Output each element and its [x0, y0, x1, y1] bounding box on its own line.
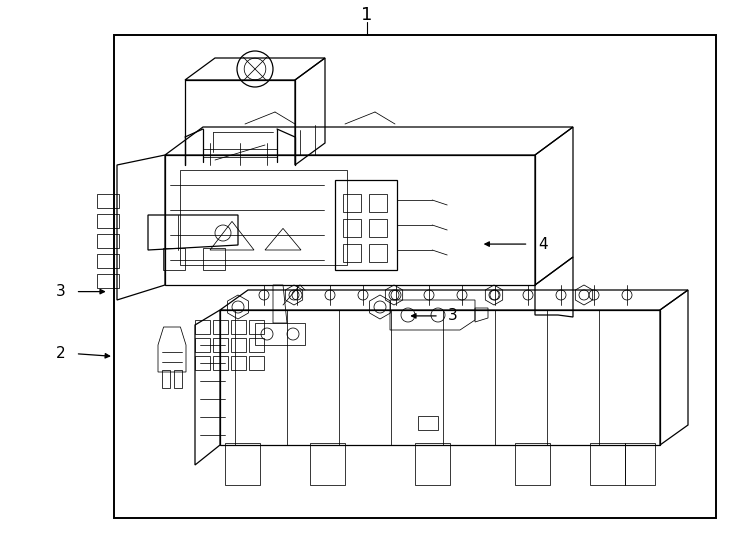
Bar [213, 356, 228, 370]
Bar [180, 170, 346, 265]
Text: 2: 2 [56, 346, 66, 361]
Bar [369, 244, 388, 262]
Bar [418, 416, 438, 430]
Bar [369, 219, 388, 237]
Bar [213, 320, 228, 334]
Bar [163, 248, 185, 270]
Bar [249, 338, 264, 352]
Bar [344, 219, 361, 237]
Bar [231, 356, 246, 370]
Text: 1: 1 [361, 6, 373, 24]
Bar [249, 320, 264, 334]
Text: 3: 3 [56, 284, 66, 299]
Bar [114, 35, 716, 518]
Bar [97, 254, 119, 268]
Bar [97, 274, 119, 288]
Bar [231, 320, 246, 334]
Bar [195, 356, 210, 370]
Bar [195, 338, 210, 352]
Bar [249, 356, 264, 370]
Bar [213, 338, 228, 352]
Text: 4: 4 [538, 237, 548, 252]
Bar [97, 234, 119, 248]
Bar [231, 338, 246, 352]
Text: 3: 3 [448, 308, 458, 323]
Bar [203, 248, 225, 270]
Bar [335, 180, 397, 270]
Bar [162, 370, 170, 388]
Bar [369, 194, 388, 212]
Bar [174, 370, 182, 388]
Bar [97, 194, 119, 208]
Bar [344, 244, 361, 262]
Bar [344, 194, 361, 212]
Bar [97, 214, 119, 228]
Bar [195, 320, 210, 334]
